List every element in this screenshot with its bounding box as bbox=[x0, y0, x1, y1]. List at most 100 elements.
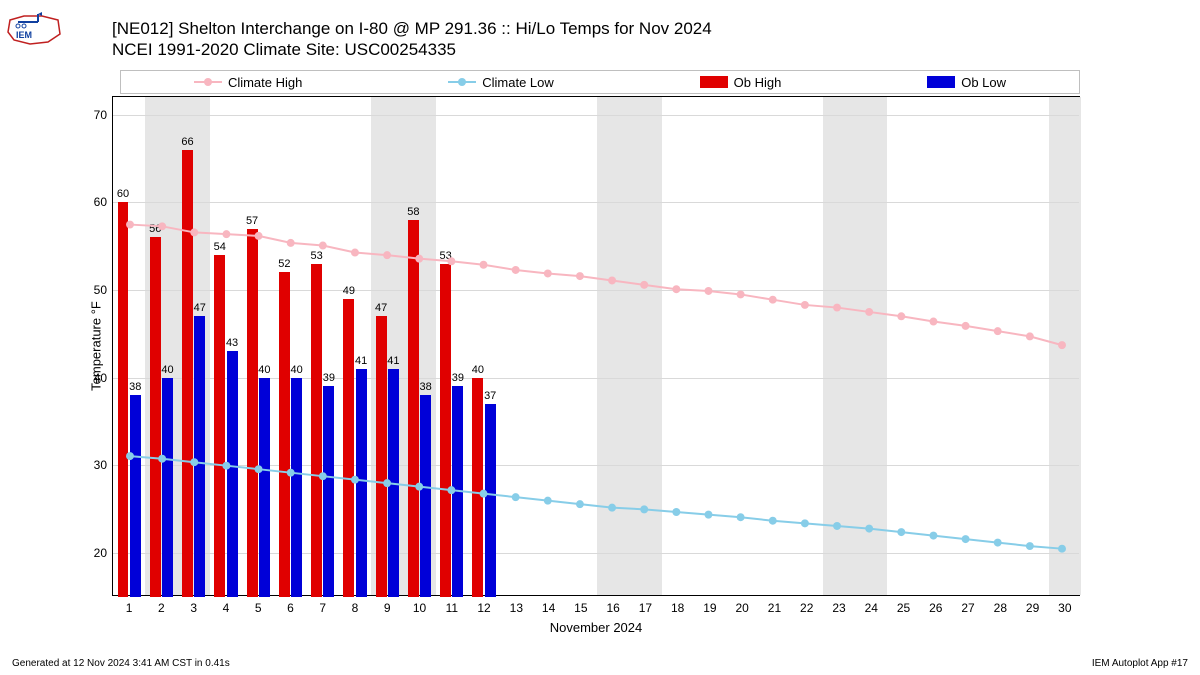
ob-low-bar-label: 43 bbox=[226, 337, 238, 349]
climate-low-line-marker bbox=[1026, 542, 1034, 550]
ob-high-bar bbox=[440, 264, 451, 597]
legend-label: Climate Low bbox=[482, 75, 554, 90]
ob-low-bar-label: 41 bbox=[355, 355, 367, 367]
climate-high-line-marker bbox=[769, 296, 777, 304]
plot-area: Temperature °F November 2024 20304050607… bbox=[112, 96, 1080, 596]
legend-ob-high: Ob High bbox=[700, 75, 782, 90]
legend-label: Climate High bbox=[228, 75, 302, 90]
ob-high-bar-label: 54 bbox=[214, 241, 226, 253]
climate-high-line-marker bbox=[319, 242, 327, 250]
x-axis-label: November 2024 bbox=[550, 620, 643, 635]
climate-low-line-marker bbox=[576, 500, 584, 508]
legend: Climate High Climate Low Ob High Ob Low bbox=[120, 70, 1080, 94]
legend-label: Ob High bbox=[734, 75, 782, 90]
x-tick-label: 6 bbox=[287, 601, 294, 615]
climate-high-line-marker bbox=[351, 249, 359, 257]
ob-low-bar-label: 47 bbox=[194, 302, 206, 314]
x-tick-label: 24 bbox=[865, 601, 878, 615]
ob-high-bar bbox=[408, 220, 419, 597]
legend-label: Ob Low bbox=[961, 75, 1006, 90]
gridline bbox=[113, 202, 1079, 203]
ob-high-bar-label: 52 bbox=[278, 258, 290, 270]
ob-high-bar bbox=[311, 264, 322, 597]
x-tick-label: 4 bbox=[223, 601, 230, 615]
weekend-band bbox=[823, 97, 855, 595]
x-tick-label: 14 bbox=[542, 601, 555, 615]
climate-low-line-marker bbox=[769, 517, 777, 525]
ob-high-bar bbox=[118, 202, 129, 597]
footer-right: IEM Autoplot App #17 bbox=[1092, 658, 1188, 669]
ob-low-bar bbox=[227, 351, 238, 597]
x-tick-label: 23 bbox=[832, 601, 845, 615]
climate-low-line-marker bbox=[994, 539, 1002, 547]
ob-low-bar bbox=[356, 369, 367, 597]
gridline bbox=[113, 115, 1079, 116]
y-tick-label: 40 bbox=[77, 371, 107, 385]
svg-text:IEM: IEM bbox=[16, 30, 32, 40]
ob-low-bar-label: 39 bbox=[323, 372, 335, 384]
x-tick-label: 27 bbox=[961, 601, 974, 615]
ob-high-bar-label: 49 bbox=[343, 285, 355, 297]
ob-low-bar bbox=[194, 316, 205, 597]
x-tick-label: 28 bbox=[994, 601, 1007, 615]
footer-left: Generated at 12 Nov 2024 3:41 AM CST in … bbox=[12, 658, 230, 669]
climate-high-line-marker bbox=[897, 312, 905, 320]
x-tick-label: 16 bbox=[606, 601, 619, 615]
y-tick-label: 70 bbox=[77, 108, 107, 122]
x-tick-label: 25 bbox=[897, 601, 910, 615]
ob-high-bar bbox=[376, 316, 387, 597]
climate-high-line-marker bbox=[1026, 332, 1034, 340]
ob-low-bar-label: 37 bbox=[484, 390, 496, 402]
y-tick-label: 20 bbox=[77, 546, 107, 560]
climate-high-line-marker bbox=[801, 301, 809, 309]
weekend-band bbox=[1049, 97, 1081, 595]
climate-high-line-marker bbox=[576, 272, 584, 280]
x-tick-label: 13 bbox=[510, 601, 523, 615]
ob-low-bar bbox=[291, 378, 302, 597]
ob-high-bar-label: 56 bbox=[149, 223, 161, 235]
climate-low-line-marker bbox=[897, 528, 905, 536]
ob-low-bar-label: 38 bbox=[129, 381, 141, 393]
title-line2: NCEI 1991-2020 Climate Site: USC00254335 bbox=[112, 39, 712, 60]
climate-high-line-marker bbox=[994, 327, 1002, 335]
ob-high-bar-label: 53 bbox=[440, 250, 452, 262]
title-line1: [NE012] Shelton Interchange on I-80 @ MP… bbox=[112, 18, 712, 39]
ob-low-bar-label: 40 bbox=[290, 364, 302, 376]
ob-low-bar bbox=[452, 386, 463, 597]
x-tick-label: 12 bbox=[477, 601, 490, 615]
weekend-band bbox=[597, 97, 629, 595]
x-tick-label: 5 bbox=[255, 601, 262, 615]
climate-high-line-marker bbox=[962, 322, 970, 330]
ob-high-bar-label: 58 bbox=[407, 206, 419, 218]
x-tick-label: 21 bbox=[768, 601, 781, 615]
climate-low-line-marker bbox=[962, 535, 970, 543]
ob-low-bar-label: 40 bbox=[258, 364, 270, 376]
climate-high-line bbox=[130, 225, 1062, 346]
ob-high-bar bbox=[343, 299, 354, 597]
climate-high-line-marker bbox=[222, 230, 230, 238]
climate-high-line-marker bbox=[480, 261, 488, 269]
ob-high-bar bbox=[279, 272, 290, 597]
legend-ob-low: Ob Low bbox=[927, 75, 1006, 90]
climate-low-line-marker bbox=[801, 519, 809, 527]
x-tick-label: 3 bbox=[190, 601, 197, 615]
climate-low-line-marker bbox=[929, 532, 937, 540]
legend-climate-low: Climate Low bbox=[448, 75, 554, 90]
gridline bbox=[113, 290, 1079, 291]
y-tick-label: 60 bbox=[77, 195, 107, 209]
ob-high-bar bbox=[214, 255, 225, 597]
ob-high-bar bbox=[247, 229, 258, 597]
ob-high-bar bbox=[182, 150, 193, 597]
weekend-band bbox=[629, 97, 661, 595]
ob-high-bar bbox=[150, 237, 161, 597]
ob-low-bar-label: 40 bbox=[161, 364, 173, 376]
climate-low-line-marker bbox=[672, 508, 680, 516]
weekend-band bbox=[855, 97, 887, 595]
ob-low-bar bbox=[388, 369, 399, 597]
y-tick-label: 30 bbox=[77, 458, 107, 472]
x-tick-label: 17 bbox=[639, 601, 652, 615]
ob-high-bar bbox=[472, 378, 483, 597]
x-tick-label: 8 bbox=[352, 601, 359, 615]
iem-logo: IEM bbox=[4, 8, 64, 48]
legend-climate-high: Climate High bbox=[194, 75, 302, 90]
